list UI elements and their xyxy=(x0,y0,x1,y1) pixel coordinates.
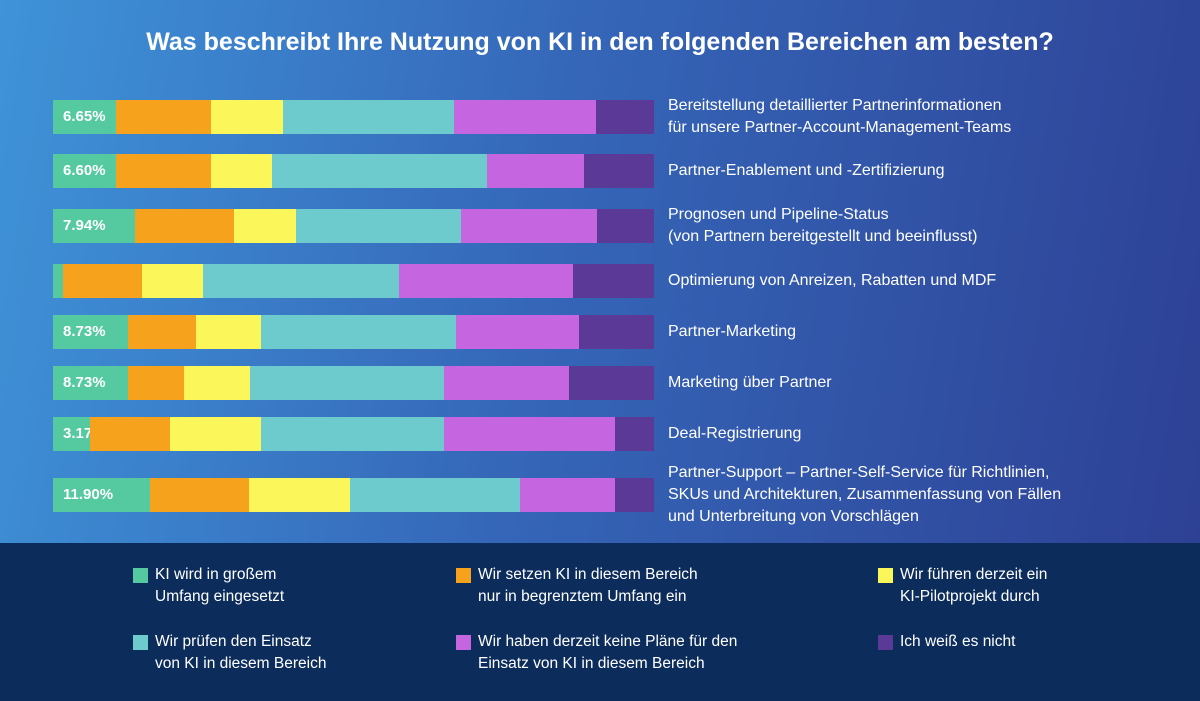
bar-segment xyxy=(573,264,654,298)
bar-segment xyxy=(460,209,597,243)
bar-segment xyxy=(454,100,596,134)
bar-segment xyxy=(184,366,250,400)
bar-segment xyxy=(272,154,487,188)
category-label: Partner-Enablement und -Zertifizierung xyxy=(668,162,945,179)
bar-segment xyxy=(115,100,211,134)
legend-label: Wir führen derzeit ein KI-Pilotprojekt d… xyxy=(900,566,1048,605)
legend-swatch xyxy=(878,568,893,583)
category-label: Bereitstellung detaillierter Partnerinfo… xyxy=(668,97,1012,136)
bar-segment xyxy=(283,100,454,134)
bar-segment xyxy=(349,478,520,512)
bar-segment xyxy=(519,478,615,512)
category-label: Marketing über Partner xyxy=(668,374,832,391)
bar-segment xyxy=(234,209,296,243)
category-label: Partner-Marketing xyxy=(668,323,797,340)
bar-segment xyxy=(196,315,262,349)
bar-segment xyxy=(142,264,203,298)
bar-segment xyxy=(149,478,249,512)
bar-segment xyxy=(89,417,171,451)
bar-segment xyxy=(63,264,142,298)
legend-swatch xyxy=(456,635,471,650)
bar-segment xyxy=(211,100,283,134)
bar-segment xyxy=(170,417,262,451)
bar-segment xyxy=(248,478,350,512)
bar-segment xyxy=(584,154,654,188)
bar-segment xyxy=(128,366,185,400)
bar-segment xyxy=(53,417,90,451)
bar-segment xyxy=(53,154,116,188)
bar-segment xyxy=(261,417,445,451)
legend-swatch xyxy=(133,635,148,650)
bar-segment xyxy=(596,100,654,134)
legend: KI wird in großem Umfang eingesetzt Wir s… xyxy=(0,543,1200,701)
legend-swatch xyxy=(878,635,893,650)
value-label: 6.65% xyxy=(63,108,106,125)
value-label: 6.60% xyxy=(63,162,106,179)
bar-segment xyxy=(444,417,615,451)
bar-segment xyxy=(444,366,569,400)
legend-swatch xyxy=(133,568,148,583)
bar-segment xyxy=(399,264,573,298)
category-label: Optimierung von Anreizen, Rabatten und M… xyxy=(668,272,997,289)
value-label: 11.90% xyxy=(63,486,114,503)
legend-label: Wir prüfen den Einsatz von KI in diesem … xyxy=(155,633,327,672)
bar-segment xyxy=(127,315,196,349)
bar-segment xyxy=(53,366,128,400)
bar-segment xyxy=(53,478,150,512)
value-label: 8.73% xyxy=(63,374,106,391)
bar-segment xyxy=(53,209,135,243)
value-label: 8.73% xyxy=(63,323,106,340)
bar-segment xyxy=(116,154,211,188)
bar-segment xyxy=(53,315,128,349)
bar-segment xyxy=(203,264,399,298)
bar-segment xyxy=(295,209,461,243)
legend-label: Wir setzen KI in diesem Bereich nur in b… xyxy=(478,566,698,605)
bar-segment xyxy=(211,154,272,188)
bar-segment xyxy=(261,315,456,349)
bar-segment xyxy=(615,417,654,451)
bar-segment xyxy=(487,154,585,188)
category-label: Prognosen und Pipeline-Status (von Partn… xyxy=(668,206,978,245)
value-label: 7.94% xyxy=(63,217,106,234)
bar-segment xyxy=(53,264,63,298)
legend-label: Ich weiß es nicht xyxy=(900,633,1016,650)
legend-label: KI wird in großem Umfang eingesetzt xyxy=(155,566,285,605)
legend-swatch xyxy=(456,568,471,583)
bar-segment xyxy=(579,315,654,349)
bar-segment xyxy=(596,209,654,243)
category-label: Partner-Support – Partner-Self-Service f… xyxy=(668,464,1062,525)
bar-segment xyxy=(569,366,654,400)
legend-label: Wir haben derzeit keine Pläne für den Ei… xyxy=(478,633,738,672)
category-label: Deal-Registrierung xyxy=(668,425,802,442)
chart-title: Was beschreibt Ihre Nutzung von KI in de… xyxy=(146,28,1054,56)
bar-segment xyxy=(134,209,234,243)
bar-segment xyxy=(250,366,444,400)
bar-segment xyxy=(614,478,654,512)
bar-segment xyxy=(456,315,579,349)
bar-segment xyxy=(53,100,116,134)
